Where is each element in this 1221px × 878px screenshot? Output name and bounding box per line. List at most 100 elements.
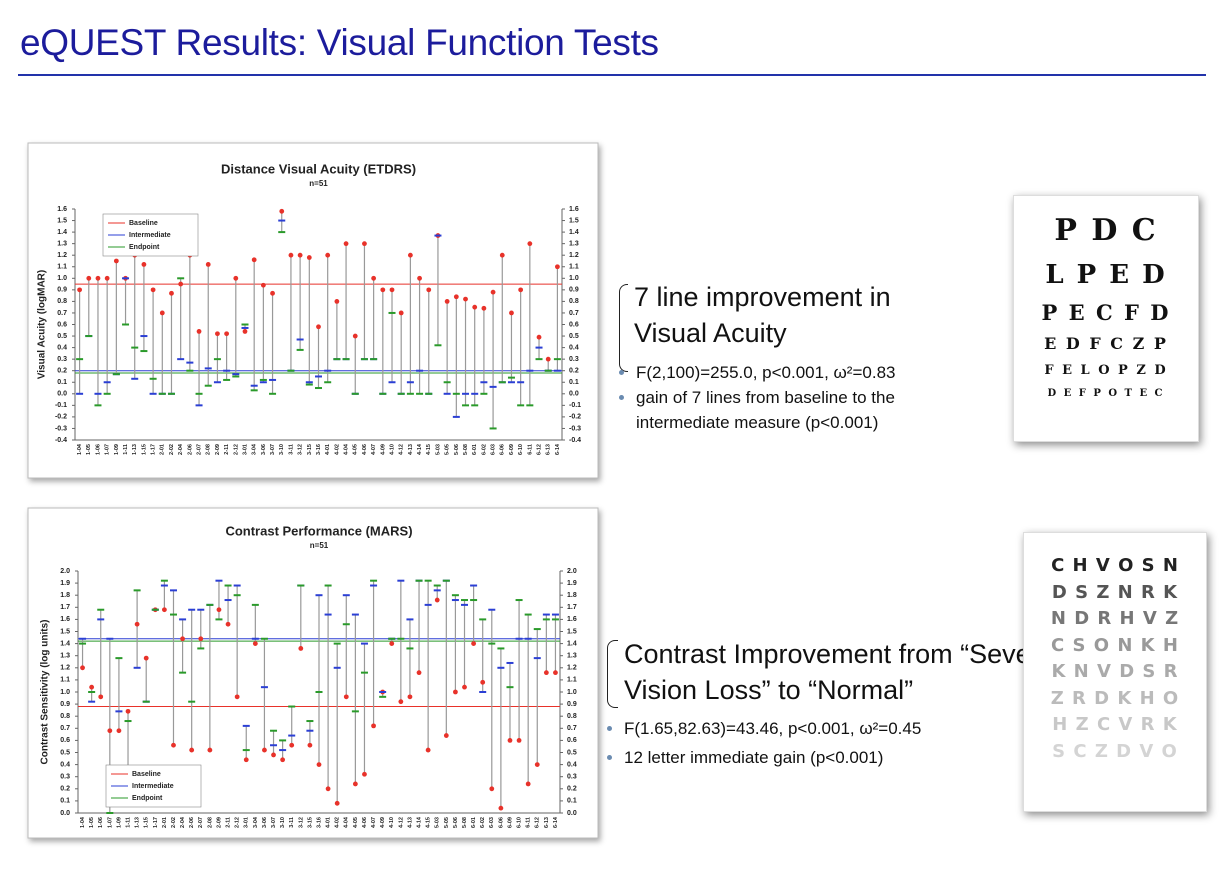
y-tick-label: 0.1 [60, 798, 70, 805]
x-tick-label: 3-15 [307, 444, 313, 455]
baseline-dot [252, 641, 258, 646]
y-tick-label: 0.7 [60, 725, 70, 732]
y2-tick-label: 1.6 [567, 616, 577, 623]
x-tick-label: 5-05 [444, 817, 450, 828]
baseline-dot [499, 252, 505, 258]
x-tick-label: 1-13 [135, 817, 141, 828]
y2-tick-label: 0.2 [569, 368, 579, 375]
y-tick-label: 0.9 [57, 287, 67, 294]
x-tick-label: 2-07 [197, 444, 203, 455]
x-tick-label: 3-11 [289, 817, 295, 828]
legend-label: Endpoint [129, 244, 160, 251]
eye-chart-row: H Z C V R K [1052, 714, 1178, 735]
y2-tick-label: 1.1 [569, 264, 579, 271]
baseline-dot [262, 747, 267, 753]
baseline-dot [225, 621, 231, 627]
x-tick-label: 4-09 [380, 817, 386, 828]
x-tick-label: 4-12 [398, 817, 404, 828]
baseline-dot [189, 747, 195, 753]
baseline-dot [334, 299, 340, 304]
baseline-dot [407, 694, 413, 700]
chart-frame [27, 142, 599, 479]
x-tick-label: 6-01 [472, 444, 478, 455]
baseline-dot [316, 324, 321, 330]
baseline-dot [534, 762, 540, 767]
x-tick-label: 3-11 [288, 444, 294, 455]
x-tick-label: 1-11 [125, 817, 131, 828]
baseline-dot [389, 641, 395, 646]
baseline-dot [234, 694, 240, 700]
y-tick-label: 0.3 [57, 356, 67, 363]
x-tick-label: 6-13 [546, 444, 552, 455]
baseline-dot [371, 723, 376, 729]
x-tick-label: 4-02 [334, 444, 340, 455]
x-tick-label: 5-06 [454, 444, 460, 455]
panel-heading: 7 line improvement in Visual Acuity [634, 282, 891, 348]
eye-chart-row: Z R D K H O [1050, 687, 1180, 709]
x-tick-label: 4-01 [325, 444, 331, 455]
y2-tick-label: -0.3 [569, 425, 581, 432]
y-tick-label: 0.0 [57, 391, 67, 398]
baseline-dot [536, 334, 542, 340]
x-tick-label: 3-12 [298, 817, 304, 828]
baseline-dot [260, 282, 266, 288]
bracket [607, 640, 618, 708]
y2-tick-label: -0.4 [569, 437, 581, 444]
x-tick-label: 4-06 [362, 444, 368, 455]
baseline-dot [251, 257, 257, 263]
y2-tick-label: 1.4 [567, 640, 577, 647]
y2-tick-label: 0.7 [567, 725, 577, 732]
baseline-dot [509, 310, 514, 316]
baseline-dot [398, 310, 404, 316]
chart-subtitle: n=51 [310, 541, 329, 550]
x-tick-label: 2-01 [162, 817, 168, 828]
x-tick-label: 6-02 [481, 444, 487, 455]
y-tick-label: 1.4 [57, 229, 67, 236]
x-tick-label: 6-12 [536, 444, 542, 455]
y2-tick-label: 0.0 [567, 810, 577, 817]
baseline-dot [472, 304, 478, 310]
mars-chart: C H V O S N D S Z N R K N D R H V Z C S O N… [1023, 532, 1207, 812]
baseline-dot [306, 255, 312, 260]
y-tick-label: 0.6 [60, 737, 70, 744]
eye-chart-row: P E C F D [1041, 300, 1171, 325]
x-tick-label: 6-14 [555, 443, 561, 455]
y2-tick-label: 0.4 [567, 761, 577, 768]
y-tick-label: 0.6 [57, 321, 67, 328]
baseline-dot [279, 208, 285, 214]
y2-tick-label: 1.2 [569, 252, 579, 259]
eye-chart-row: C S O N K H [1051, 634, 1179, 656]
baseline-dot [86, 275, 92, 281]
y-tick-label: 1.5 [60, 628, 70, 635]
x-tick-label: 1-05 [89, 817, 95, 828]
eye-chart-row: F E L O P Z D [1044, 363, 1168, 378]
baseline-dot [216, 607, 222, 613]
x-tick-label: 2-08 [207, 817, 213, 828]
baseline-dot [362, 771, 367, 777]
baseline-dot [518, 287, 524, 293]
y-tick-label: 0.2 [57, 368, 67, 375]
y2-tick-label: 0.9 [567, 701, 577, 708]
baseline-dot [161, 607, 167, 613]
x-tick-label: 4-12 [399, 444, 405, 455]
baseline-dot [481, 305, 487, 311]
y2-tick-label: 1.3 [569, 240, 579, 247]
x-tick-label: 4-07 [371, 444, 377, 455]
x-tick-label: 3-07 [270, 444, 276, 455]
x-tick-label: 6-13 [544, 817, 550, 828]
baseline-dot [198, 636, 204, 642]
x-tick-label: 4-13 [408, 444, 414, 455]
y-tick-label: 1.6 [60, 616, 70, 623]
x-tick-label: 1-09 [114, 444, 120, 455]
x-tick-label: 4-09 [380, 444, 386, 455]
baseline-dot [434, 597, 440, 603]
bullet-panel: F(1.65,82.63)=43.46, p<0.001, ω²=0.45 12… [598, 708, 1018, 772]
x-tick-label: 1-13 [132, 444, 138, 455]
y2-tick-label: 0.6 [569, 321, 579, 328]
y-tick-label: 1.1 [60, 677, 70, 684]
y2-tick-label: 1.4 [569, 229, 579, 236]
legend-label: Baseline [132, 771, 161, 778]
x-tick-label: 3-12 [298, 444, 304, 455]
x-tick-label: 1-07 [107, 817, 113, 828]
x-tick-label: 6-10 [517, 817, 523, 828]
